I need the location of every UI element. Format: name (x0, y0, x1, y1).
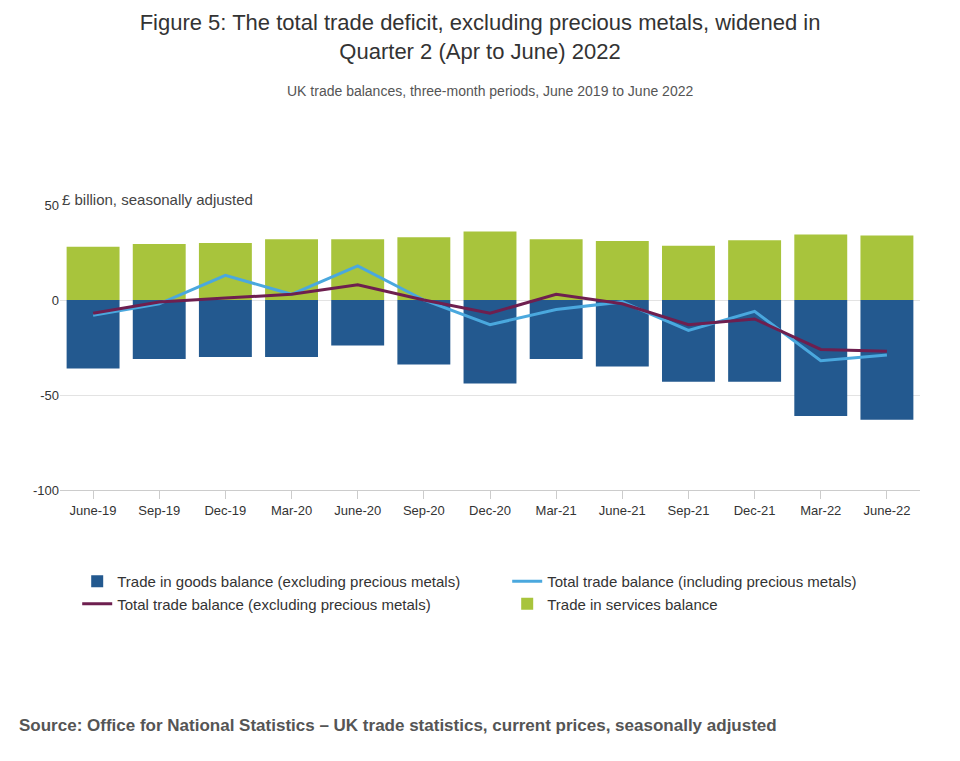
svg-text:Dec-19: Dec-19 (204, 503, 246, 518)
svg-text:Trade in services balance: Trade in services balance (547, 596, 717, 613)
svg-text:Dec-20: Dec-20 (469, 503, 511, 518)
svg-text:Sep-21: Sep-21 (667, 503, 709, 518)
svg-text:June-22: June-22 (863, 503, 910, 518)
svg-text:Dec-21: Dec-21 (734, 503, 776, 518)
svg-text:£ billion, seasonally adjusted: £ billion, seasonally adjusted (62, 191, 253, 208)
svg-text:Mar-21: Mar-21 (536, 503, 577, 518)
svg-text:-100: -100 (33, 483, 59, 498)
svg-text:Total trade balance (including: Total trade balance (including precious … (547, 573, 856, 590)
svg-text:UK trade balances, three-month: UK trade balances, three-month periods, … (287, 83, 693, 99)
svg-text:June-20: June-20 (334, 503, 381, 518)
svg-text:Mar-22: Mar-22 (800, 503, 841, 518)
svg-text:June-19: June-19 (70, 503, 117, 518)
svg-text:Trade in goods balance (exclud: Trade in goods balance (excluding precio… (117, 573, 460, 590)
svg-text:Sep-19: Sep-19 (138, 503, 180, 518)
svg-text:-50: -50 (40, 388, 59, 403)
svg-text:Figure 5: The total trade defi: Figure 5: The total trade deficit, exclu… (140, 10, 821, 64)
svg-text:Mar-20: Mar-20 (271, 503, 312, 518)
svg-text:0: 0 (52, 293, 59, 308)
svg-text:Total trade balance (excluding: Total trade balance (excluding precious … (117, 596, 431, 613)
svg-text:Source: Office for National St: Source: Office for National Statistics –… (19, 716, 777, 735)
svg-text:June-21: June-21 (599, 503, 646, 518)
svg-text:50: 50 (45, 198, 59, 213)
svg-text:Sep-20: Sep-20 (403, 503, 445, 518)
